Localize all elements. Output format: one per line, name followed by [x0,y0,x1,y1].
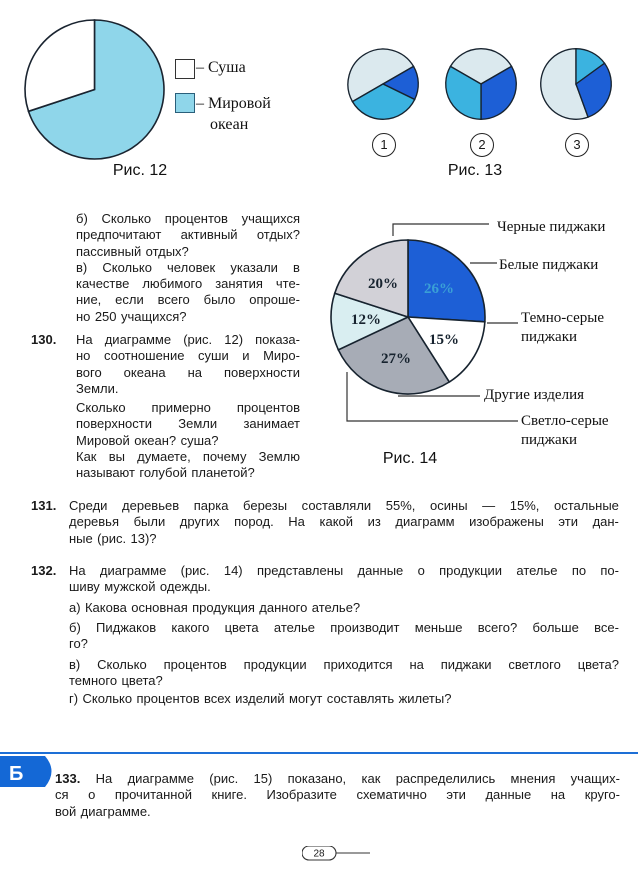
svg-text:28: 28 [313,849,325,860]
svg-text:Б: Б [9,763,23,785]
